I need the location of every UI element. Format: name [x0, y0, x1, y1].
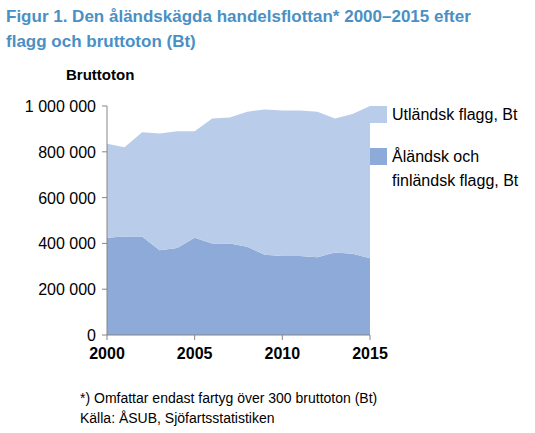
y-tick: [102, 151, 107, 152]
y-tick: [102, 106, 107, 107]
x-tick-label: 2005: [177, 345, 213, 362]
annotation: Källa: ÅSUB, Sjöfartsstatistiken: [80, 410, 275, 426]
y-tick: [102, 243, 107, 244]
text-line: Åländsk och: [392, 147, 479, 165]
y-tick-label: 400 000: [38, 235, 96, 252]
legend-swatch: [370, 106, 387, 123]
x-tick-label: 2015: [352, 345, 388, 362]
x-tick: [107, 335, 108, 340]
y-tick: [102, 335, 107, 336]
annotation: *) Omfattar endast fartyg över 300 brutt…: [80, 390, 377, 406]
areas: [107, 106, 370, 335]
x-tick: [282, 335, 283, 340]
y-tick: [102, 289, 107, 290]
text-line: finländsk flagg, Bt: [392, 172, 519, 189]
y-axis-label: Bruttoton: [66, 66, 134, 83]
text-line: flagg och bruttoton (Bt): [6, 32, 196, 51]
x-tick: [194, 335, 195, 340]
legend-swatch: [370, 148, 387, 165]
y-tick-label: 200 000: [38, 281, 96, 298]
x-tick-label: 2000: [89, 345, 125, 362]
legend-label: Utländsk flagg, Bt: [392, 106, 518, 123]
x-tick: [370, 335, 371, 340]
y-tick-label: 800 000: [38, 144, 96, 161]
area: [107, 106, 370, 258]
y-tick-label: 600 000: [38, 190, 96, 207]
text-line: Figur 1. Den åländskägda handelsflottan*…: [6, 7, 471, 26]
legend-label: Åländsk och finländsk flagg, Bt: [392, 147, 519, 189]
x-axis: [107, 335, 370, 336]
y-axis: [107, 106, 108, 335]
y-tick: [102, 197, 107, 198]
text-line: Utländsk flagg, Bt: [392, 106, 518, 123]
x-tick-label: 2010: [265, 345, 301, 362]
chart: Figur 1. Den åländskägda handelsflottan*…: [0, 0, 535, 433]
y-tick-label: 0: [87, 327, 96, 344]
y-tick-label: 1 000 000: [25, 98, 96, 115]
title: Figur 1. Den åländskägda handelsflottan*…: [6, 7, 471, 51]
